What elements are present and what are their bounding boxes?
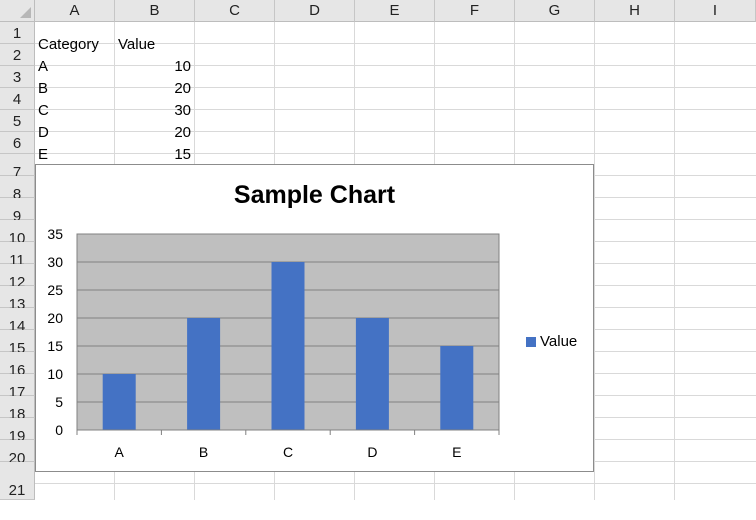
select-all-icon	[20, 7, 31, 18]
y-tick-label: 0	[55, 422, 63, 438]
y-tick-label: 35	[47, 226, 63, 242]
row-header-13[interactable]: 13	[0, 286, 35, 313]
y-tick-label: 20	[47, 310, 63, 326]
row-header-21[interactable]: 21	[0, 462, 35, 500]
row-header-4[interactable]: 4	[0, 88, 35, 110]
spreadsheet-grid[interactable]: A B C D E F G H I 1 2 3 4 5 6 7 8 9 10 1…	[0, 0, 756, 500]
row-header-11[interactable]: 11	[0, 242, 35, 269]
y-tick-label: 10	[47, 366, 63, 382]
row-header-7[interactable]: 7	[0, 154, 35, 181]
legend-swatch-icon	[526, 336, 536, 347]
row-header-3[interactable]: 3	[0, 66, 35, 88]
chart-object[interactable]: Sample Chart 0 5 10 15 20 25 30 35 A B C D E Value	[35, 164, 594, 472]
x-tick-label: C	[283, 444, 293, 460]
row-header-2[interactable]: 2	[0, 44, 35, 66]
bar	[440, 346, 474, 430]
row-header-10[interactable]: 10	[0, 220, 35, 247]
x-tick-label: D	[367, 444, 377, 460]
row-header-14[interactable]: 14	[0, 308, 35, 335]
bar	[271, 262, 305, 430]
plot-border	[76, 233, 500, 431]
x-tick-label: A	[115, 444, 125, 460]
chart-title[interactable]: Sample Chart	[233, 181, 396, 209]
bar	[187, 318, 221, 430]
row-header-20[interactable]: 20	[0, 440, 35, 467]
row-header-12[interactable]: 12	[0, 264, 35, 291]
column-header-i[interactable]: I	[675, 0, 756, 22]
row-header-17[interactable]: 17	[0, 374, 35, 401]
row-header-15[interactable]: 15	[0, 330, 35, 357]
cell-a3[interactable]: B	[38, 80, 49, 97]
row-header-6[interactable]: 6	[0, 132, 35, 154]
column-header-e[interactable]: E	[355, 0, 435, 22]
cell-b3[interactable]: 20	[174, 80, 191, 97]
row-header-18[interactable]: 18	[0, 396, 35, 423]
bar	[355, 318, 389, 430]
legend-label: Value	[540, 333, 578, 350]
bar	[102, 374, 136, 430]
column-header-d[interactable]: D	[275, 0, 355, 22]
cell-a5[interactable]: D	[38, 124, 49, 141]
cell-b2[interactable]: 10	[174, 58, 191, 75]
select-all-corner[interactable]	[0, 0, 35, 22]
column-header-h[interactable]: H	[595, 0, 675, 22]
row-header-16[interactable]: 16	[0, 352, 35, 379]
gridline	[35, 43, 756, 44]
column-header-g[interactable]: G	[515, 0, 595, 22]
column-header-b[interactable]: B	[115, 0, 195, 22]
row-header-19[interactable]: 19	[0, 418, 35, 445]
gridline	[35, 153, 756, 154]
column-header-a[interactable]: A	[35, 0, 115, 22]
chart-canvas: 0 5 10 15 20 25 30 35 A B C D E	[47, 226, 500, 460]
gridline	[674, 22, 675, 500]
cell-b6[interactable]: 15	[174, 146, 191, 163]
gridline	[35, 87, 756, 88]
cell-a1[interactable]: Category	[38, 36, 99, 53]
x-tick-label: B	[199, 444, 208, 460]
y-tick-label: 5	[55, 394, 63, 410]
y-tick-label: 25	[47, 282, 63, 298]
row-header-9[interactable]: 9	[0, 198, 35, 225]
gridline	[35, 109, 756, 110]
cell-b1[interactable]: Value	[118, 36, 156, 53]
row-header-8[interactable]: 8	[0, 176, 35, 203]
row-header-5[interactable]: 5	[0, 110, 35, 132]
gridline	[35, 65, 756, 66]
x-tick-label: E	[452, 444, 461, 460]
cell-a6[interactable]: E	[38, 146, 49, 163]
cell-b4[interactable]: 30	[174, 102, 191, 119]
gridline	[35, 483, 756, 484]
chart-legend[interactable]: Value	[526, 333, 577, 350]
gridline	[594, 22, 595, 500]
cell-b5[interactable]: 20	[174, 124, 191, 141]
row-header-1[interactable]: 1	[0, 22, 35, 44]
gridline	[35, 131, 756, 132]
column-header-f[interactable]: F	[435, 0, 515, 22]
y-tick-label: 15	[47, 338, 63, 354]
cell-a4[interactable]: C	[38, 102, 49, 119]
y-tick-label: 30	[47, 254, 63, 270]
column-header-c[interactable]: C	[195, 0, 275, 22]
cell-a2[interactable]: A	[38, 58, 49, 75]
